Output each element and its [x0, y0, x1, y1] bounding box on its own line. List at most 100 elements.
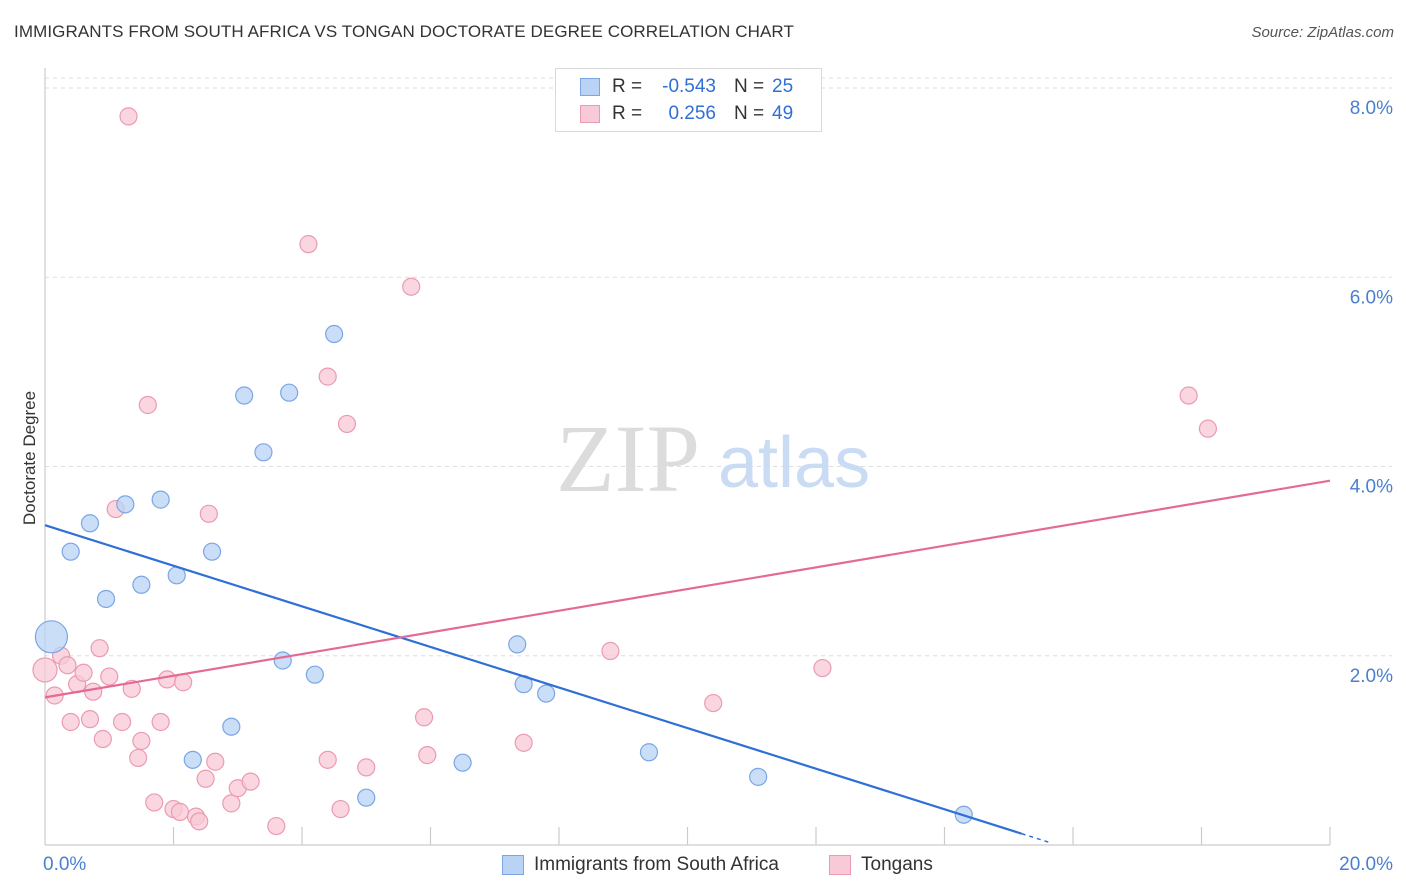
point-south-africa	[537, 684, 556, 703]
point-tongans	[318, 367, 337, 386]
chart-title: IMMIGRANTS FROM SOUTH AFRICA VS TONGAN D…	[14, 22, 794, 41]
source-label: Source: ZipAtlas.com	[1251, 24, 1394, 41]
point-tongans	[414, 708, 434, 727]
point-tongans	[199, 504, 218, 523]
point-tongans	[1198, 419, 1218, 438]
point-south-africa	[453, 753, 472, 772]
point-tongans	[170, 802, 190, 821]
point-tongans	[514, 733, 533, 752]
point-tongans	[337, 414, 357, 434]
bottom-legend-label-tongans: Tongans	[861, 854, 933, 875]
y-tick-label: 6.0%	[1350, 287, 1393, 308]
point-south-africa	[202, 542, 222, 561]
bottom-legend-tongans: Tongans	[829, 852, 933, 878]
point-tongans	[318, 750, 337, 769]
bottom-legend-swatch-pink	[829, 855, 851, 875]
x-tick-label: 20.0%	[1339, 854, 1393, 875]
trend-line-south-africa	[44, 524, 1022, 835]
point-tongans	[80, 710, 100, 729]
series-tongans	[32, 107, 1218, 836]
point-tongans	[357, 758, 376, 777]
point-tongans	[267, 816, 286, 836]
point-tongans	[32, 657, 58, 683]
point-south-africa	[132, 575, 151, 594]
legend-r-label: R =	[612, 103, 643, 124]
bottom-legend-swatch-blue	[502, 855, 524, 875]
bottom-legend-south-africa: Immigrants from South Africa	[502, 852, 779, 878]
legend-row-south-africa: R = -0.543 N = 25	[580, 75, 793, 99]
bottom-legend-label-south-africa: Immigrants from South Africa	[534, 854, 779, 875]
point-tongans	[100, 667, 119, 686]
tick-labels: 2.0% 4.0% 6.0% 8.0% 0.0% 20.0%	[43, 98, 1393, 875]
point-south-africa	[222, 717, 241, 736]
series-south-africa	[34, 324, 973, 824]
point-south-africa	[508, 635, 527, 654]
legend-row-tongans: R = 0.256 N = 49	[580, 102, 793, 126]
legend-n-value: 49	[772, 103, 794, 124]
trend-line-south-africa-extension	[1021, 832, 1051, 844]
legend-swatch-blue	[580, 78, 600, 96]
point-tongans	[151, 712, 170, 732]
point-south-africa	[151, 490, 170, 509]
point-south-africa	[34, 620, 69, 654]
point-tongans	[84, 682, 103, 701]
point-tongans	[402, 277, 421, 296]
point-south-africa	[254, 443, 273, 462]
trend-line-tongans	[44, 479, 1331, 699]
point-south-africa	[80, 514, 100, 533]
watermark: ZIP atlas	[556, 405, 870, 512]
point-tongans	[138, 395, 157, 415]
point-south-africa	[235, 386, 254, 405]
point-tongans	[704, 693, 723, 713]
point-tongans	[418, 746, 437, 765]
point-tongans	[112, 712, 132, 732]
point-south-africa	[96, 589, 116, 609]
point-south-africa	[325, 324, 344, 344]
point-tongans	[241, 772, 260, 791]
point-tongans	[132, 731, 151, 751]
point-tongans	[1179, 386, 1198, 405]
trend-lines	[44, 479, 1331, 844]
point-tongans	[61, 712, 80, 732]
point-south-africa	[280, 383, 299, 402]
y-tick-label: 4.0%	[1350, 477, 1393, 498]
y-tick-label: 2.0%	[1350, 666, 1393, 687]
stats-legend: R = -0.543 N = 25 R = 0.256 N = 49	[555, 68, 822, 132]
legend-r-label: R =	[612, 76, 643, 97]
point-tongans	[222, 794, 241, 813]
point-tongans	[174, 673, 193, 692]
legend-n-label: N =	[734, 76, 765, 97]
legend-r-value: 0.256	[668, 103, 716, 124]
point-south-africa	[116, 495, 135, 514]
legend-n-label: N =	[734, 103, 765, 124]
point-tongans	[93, 729, 112, 749]
point-tongans	[145, 793, 164, 812]
point-tongans	[331, 799, 350, 819]
x-tick-label: 0.0%	[43, 854, 86, 875]
axes	[44, 68, 1331, 846]
point-tongans	[299, 235, 318, 254]
point-tongans	[601, 641, 620, 661]
grid-lines	[45, 77, 1392, 657]
legend-r-value: -0.543	[662, 76, 716, 97]
y-tick-label: 8.0%	[1350, 98, 1393, 119]
point-tongans	[58, 656, 77, 675]
y-axis-title: Doctorate Degree	[20, 391, 39, 525]
point-south-africa	[357, 788, 376, 807]
point-south-africa	[749, 767, 768, 786]
legend-n-value: 25	[772, 76, 794, 97]
point-tongans	[90, 639, 109, 658]
point-south-africa	[639, 743, 659, 762]
point-south-africa	[273, 651, 292, 670]
point-tongans	[206, 752, 225, 771]
point-tongans	[122, 679, 141, 698]
watermark-atlas: atlas	[718, 423, 870, 503]
point-south-africa	[61, 542, 80, 561]
watermark-zip: ZIP	[556, 405, 700, 512]
point-tongans	[74, 663, 93, 682]
point-south-africa	[183, 750, 202, 769]
point-tongans	[813, 658, 832, 678]
point-tongans	[157, 670, 177, 689]
point-south-africa	[305, 665, 324, 684]
